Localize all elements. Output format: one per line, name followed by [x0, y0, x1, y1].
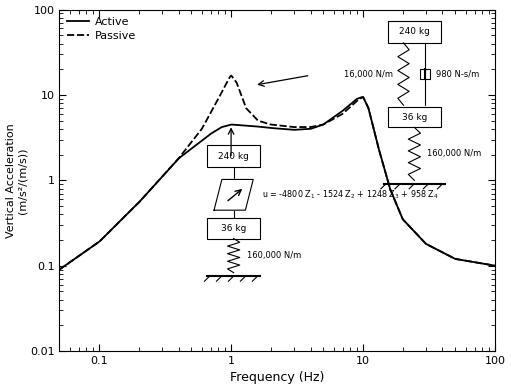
Active: [263, 125, 269, 130]
Text: 240 kg: 240 kg: [218, 152, 249, 161]
Passive: [293, 125, 299, 129]
Text: 160,000 N/m: 160,000 N/m: [427, 149, 482, 158]
Active: [56, 267, 62, 272]
Text: 240 kg: 240 kg: [399, 27, 430, 36]
Passive: [264, 121, 270, 126]
Passive: [482, 262, 489, 266]
Active: [316, 124, 322, 128]
Polygon shape: [214, 179, 253, 210]
Text: 16,000 N/m: 16,000 N/m: [343, 69, 392, 78]
Passive: [228, 73, 235, 78]
Legend: Active, Passive: Active, Passive: [65, 15, 138, 43]
Text: 36 kg: 36 kg: [221, 224, 246, 233]
X-axis label: Frequency (Hz): Frequency (Hz): [230, 371, 324, 385]
Passive: [414, 232, 421, 237]
Text: 36 kg: 36 kg: [402, 113, 427, 122]
Active: [414, 232, 421, 237]
Passive: [56, 267, 62, 272]
Passive: [316, 123, 322, 128]
Active: [492, 263, 498, 268]
Active: [292, 128, 298, 132]
FancyBboxPatch shape: [388, 107, 440, 128]
FancyBboxPatch shape: [207, 218, 260, 239]
Line: Active: Active: [59, 97, 495, 269]
Text: u = -4800 Z$_1$ - 1524 Z$_2$ + 1248 Z$_3$ + 958 Z$_4$: u = -4800 Z$_1$ - 1524 Z$_2$ + 1248 Z$_3…: [262, 188, 439, 201]
Y-axis label: Vertical Acceleration
(m/s²/(m/s)): Vertical Acceleration (m/s²/(m/s)): [6, 123, 27, 238]
Text: 980 N-s/m: 980 N-s/m: [436, 69, 479, 78]
Active: [266, 126, 272, 130]
Passive: [492, 263, 498, 268]
FancyBboxPatch shape: [388, 21, 440, 43]
Active: [482, 262, 489, 266]
Passive: [267, 122, 273, 126]
Line: Passive: Passive: [59, 76, 495, 269]
Active: [359, 95, 365, 99]
Bar: [420, 69, 430, 79]
Text: 160,000 N/m: 160,000 N/m: [247, 251, 301, 260]
FancyBboxPatch shape: [207, 145, 260, 167]
